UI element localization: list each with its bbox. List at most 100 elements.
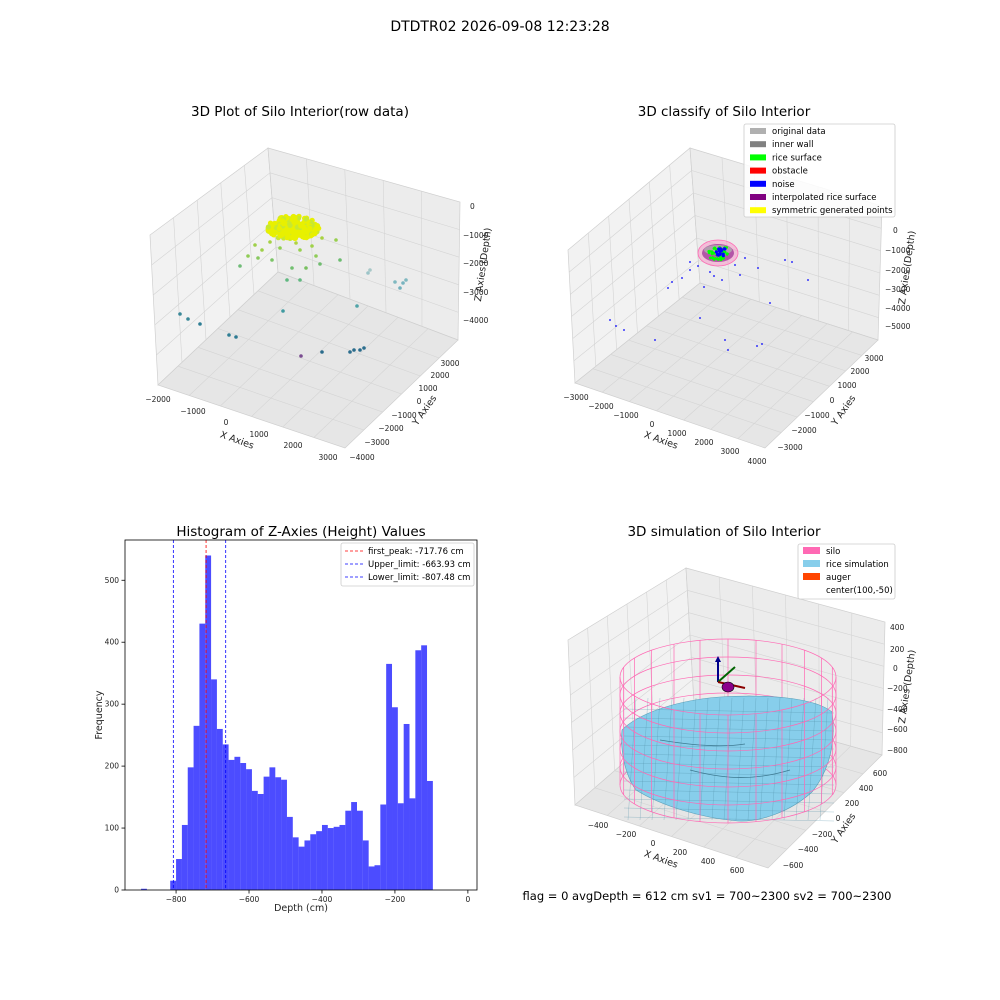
raw-point (290, 230, 296, 236)
histogram-bar (292, 837, 299, 890)
classify-noise-point (744, 257, 746, 259)
histogram-bar (205, 555, 212, 890)
histogram-bar (415, 650, 422, 890)
classify-rice-point (713, 246, 717, 250)
classify-y-tick: −1000 (804, 411, 830, 420)
raw-point (320, 350, 324, 354)
classify-rice-point (723, 250, 727, 254)
classify-noise-point (713, 275, 715, 277)
auger-body (721, 681, 735, 693)
classify-noise-point (689, 261, 691, 263)
raw-grid-line (382, 180, 387, 313)
histogram-bars (141, 555, 433, 890)
simulation-x-tick: 200 (673, 848, 688, 857)
classify-y-ticks: −3000 −2000 −1000 0 1000 2000 3000 (777, 354, 883, 452)
raw-grid-line (153, 197, 273, 296)
histogram-bar (351, 802, 357, 890)
histogram-bar (240, 763, 247, 890)
classify-x-tick: −1000 (613, 411, 639, 420)
histogram-bar (421, 645, 428, 890)
histogram-bar (356, 810, 363, 890)
classify-legend: original data inner wall rice surface obsta… (743, 123, 896, 218)
raw-y-tick: 1000 (418, 384, 437, 393)
raw-grid-line (173, 217, 183, 363)
legend-label: symmetric generated points (772, 206, 893, 216)
histogram-legend: first_peak: -717.76 cm Upper_limit: -663.… (340, 542, 475, 587)
raw-point (287, 222, 293, 228)
raw-point (186, 317, 190, 321)
legend-label: interpolated rice surface (772, 193, 877, 203)
classify-noise-point (715, 252, 720, 257)
classify-grid-line (592, 368, 782, 433)
raw-point (260, 248, 264, 252)
silo-wireframe-front (619, 676, 837, 824)
classify-x-tick: 3000 (720, 447, 739, 456)
legend-swatch (750, 180, 766, 187)
raw-point (368, 268, 372, 272)
rice-mesh-line (687, 697, 697, 821)
classify-noise-point (721, 279, 723, 281)
raw-grid-line (151, 172, 271, 266)
simulation-y-tick: −200 (812, 830, 833, 839)
histogram-bar (304, 840, 311, 890)
simulation-x-tick: −200 (616, 830, 637, 839)
raw-point (278, 246, 282, 250)
raw-point (289, 234, 295, 240)
rice-mesh-line (771, 697, 781, 821)
classify-noise-point (734, 264, 736, 266)
rice-mesh-line (623, 762, 835, 768)
histogram-bar (403, 723, 410, 890)
raw-point (283, 229, 289, 235)
simulation-x-ticks: −400 −200 0 200 400 600 (588, 821, 745, 875)
histogram-frame (124, 539, 478, 891)
raw-z-tick: 0 (470, 202, 475, 211)
histogram-bar (263, 776, 270, 890)
rice-mesh-line (663, 697, 673, 821)
classify-noise-point (739, 274, 741, 276)
raw-y-tick: −2000 (378, 424, 404, 433)
classify-z-tick: −4000 (885, 304, 911, 313)
classify-grid-line (629, 299, 752, 402)
histogram-bar (281, 779, 287, 890)
classify-y-tick: 1000 (837, 381, 856, 390)
rice-mesh-line (807, 697, 817, 821)
simulation-y-tick: 200 (845, 799, 860, 808)
classify-noise-point (720, 248, 724, 253)
classify-rice-point (726, 252, 729, 256)
raw-point (348, 350, 352, 354)
raw-grid-line (196, 200, 207, 340)
histogram-bar (339, 824, 346, 890)
raw-point (292, 217, 298, 223)
classify-grid-line (682, 297, 862, 356)
simulation-y-tick: −400 (798, 845, 819, 854)
histogram-y-tick: 400 (105, 638, 120, 647)
legend-label: silo (826, 547, 840, 557)
raw-point (271, 231, 277, 237)
raw-point (298, 223, 304, 229)
histogram-bar (333, 826, 340, 890)
classify-noise-point (609, 319, 611, 321)
simulation-z-tick: 200 (890, 645, 905, 654)
classify-noise-point (791, 261, 793, 263)
histogram-bar (211, 679, 217, 890)
histogram-y-tick: 300 (105, 700, 120, 709)
raw-point (401, 281, 405, 285)
simulation-legend-box (797, 543, 896, 600)
classify-y-tick: 2000 (850, 367, 869, 376)
classify-z-tick: −2000 (885, 266, 911, 275)
raw-grid-line (154, 222, 275, 326)
rice-contour (659, 739, 791, 778)
raw-point (393, 280, 397, 284)
panel-raw-data: 3D Plot of Silo Interior(row data) −2000… (145, 104, 494, 462)
classify-x-tick: −2000 (588, 402, 614, 411)
classify-noise-point (714, 250, 719, 254)
panel-histogram: Histogram of Z-Axies (Height) Values −80… (94, 524, 478, 914)
raw-grid-line (271, 197, 460, 258)
raw-point (318, 262, 322, 266)
raw-point (234, 335, 238, 339)
raw-point (290, 266, 294, 270)
rice-mesh-line (623, 789, 835, 795)
histogram-bar (368, 866, 375, 890)
histogram-bar (409, 798, 416, 890)
raw-grid-line (156, 246, 277, 356)
